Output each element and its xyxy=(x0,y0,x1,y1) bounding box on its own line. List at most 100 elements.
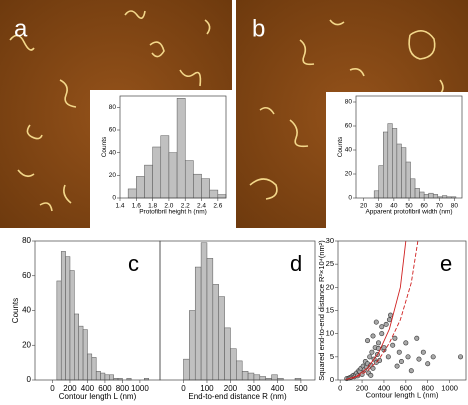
bar xyxy=(176,98,186,199)
point xyxy=(425,361,431,367)
point xyxy=(365,338,371,344)
x-tick-label: 60 xyxy=(421,203,429,210)
x-tick-label: 2.2 xyxy=(181,203,190,210)
bar xyxy=(396,143,402,199)
point xyxy=(430,354,436,360)
y-tick-label: 80 xyxy=(345,99,353,106)
bar xyxy=(428,192,434,199)
point xyxy=(381,345,387,351)
x-axis-label: Contour length L (nm) xyxy=(59,392,137,401)
bar xyxy=(423,194,429,199)
bar xyxy=(91,357,97,381)
x-tick-label: 1.8 xyxy=(148,203,157,210)
y-tick-label: 60 xyxy=(109,127,117,134)
point xyxy=(396,349,402,355)
model-curve xyxy=(345,240,407,380)
x-tick-label: 200 xyxy=(63,384,77,393)
bar xyxy=(193,173,202,199)
bar xyxy=(201,178,210,199)
x-axis-label: Apparent protofibril width (nm) xyxy=(365,208,452,215)
y-tick-label: 15 xyxy=(326,305,334,314)
bar xyxy=(217,194,227,199)
point xyxy=(367,354,373,360)
bar xyxy=(100,372,106,381)
bar xyxy=(152,146,162,199)
point xyxy=(379,324,385,330)
bar xyxy=(230,348,237,381)
bar xyxy=(224,327,231,381)
x-axis-label: End-to-end distance R (nm) xyxy=(188,392,287,401)
bar xyxy=(144,164,153,199)
y-tick-label: 5 xyxy=(330,352,334,361)
plot-frame xyxy=(34,240,161,381)
x-tick-label: 0 xyxy=(338,384,342,393)
y-tick-label: 20 xyxy=(326,282,334,291)
model-curve xyxy=(345,240,419,380)
x-tick-label: 80 xyxy=(451,203,459,210)
point xyxy=(390,342,396,348)
y-tick-label: 30 xyxy=(326,236,334,245)
bar xyxy=(271,374,278,381)
x-axis-label: Protofibril height h (nm) xyxy=(139,208,207,215)
point xyxy=(458,354,464,360)
x-tick-label: 100 xyxy=(200,384,214,393)
point xyxy=(383,321,389,327)
x-tick-label: 800 xyxy=(116,384,130,393)
bar xyxy=(136,176,145,199)
x-tick-label: 800 xyxy=(421,384,434,393)
y-tick-label: 20 xyxy=(345,171,353,178)
y-tick-label: 0 xyxy=(348,195,352,202)
x-tick-label: 1.6 xyxy=(132,203,141,210)
point xyxy=(386,317,392,323)
bar xyxy=(247,372,255,381)
y-tick-label: 80 xyxy=(109,104,117,111)
y-axis-label: Counts xyxy=(101,136,108,157)
point xyxy=(385,354,391,360)
bar xyxy=(206,258,214,381)
x-tick-label: 50 xyxy=(405,203,413,210)
x-tick-label: 0 xyxy=(181,384,186,393)
x-tick-label: 400 xyxy=(271,384,285,393)
bar xyxy=(387,123,393,199)
y-axis-label: Counts xyxy=(11,298,20,323)
bar xyxy=(253,374,261,381)
point xyxy=(379,331,385,337)
x-tick-label: 400 xyxy=(81,384,95,393)
x-tick-label: 0 xyxy=(50,384,55,393)
x-tick-label: 2.4 xyxy=(197,203,206,210)
y-tick-label: 0 xyxy=(112,195,116,202)
bar xyxy=(218,296,225,381)
y-tick-label: 0 xyxy=(27,375,32,384)
x-tick-label: 200 xyxy=(224,384,238,393)
bar xyxy=(414,188,420,199)
x-tick-label: 70 xyxy=(436,203,444,210)
point xyxy=(368,372,374,378)
x-tick-label: 400 xyxy=(378,384,391,393)
point xyxy=(388,312,394,318)
bar xyxy=(65,256,71,381)
x-tick-label: 30 xyxy=(375,203,383,210)
y-tick-label: 40 xyxy=(345,147,353,154)
bar xyxy=(383,131,389,199)
bar xyxy=(127,188,137,199)
y-tick-label: 20 xyxy=(109,172,117,179)
bar xyxy=(184,160,194,199)
panel-label: c xyxy=(128,251,139,276)
y-tick-label: 60 xyxy=(22,271,31,280)
bar xyxy=(82,329,88,381)
bar xyxy=(209,189,219,199)
y-tick-label: 80 xyxy=(22,236,31,245)
y-axis-label: Squared end-to-end distance R²×10⁴(nm²) xyxy=(317,240,326,381)
y-tick-label: 40 xyxy=(22,306,31,315)
bar xyxy=(241,371,249,381)
bar xyxy=(78,325,84,381)
point xyxy=(370,365,376,371)
panel-label: a xyxy=(14,15,28,42)
x-tick-label: 300 xyxy=(247,384,261,393)
x-axis-label: Contour length L (nm) xyxy=(366,391,439,400)
bar xyxy=(432,194,439,199)
point xyxy=(369,349,375,355)
x-tick-label: 2.0 xyxy=(164,203,173,210)
bar xyxy=(236,360,243,381)
